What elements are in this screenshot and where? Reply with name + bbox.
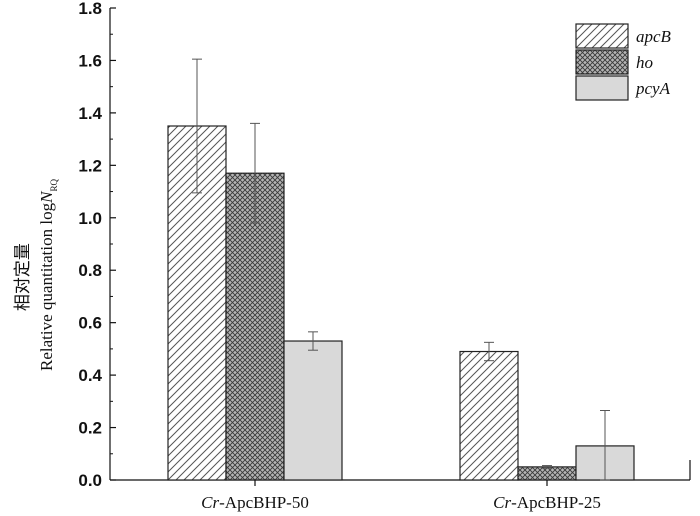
y-tick-label: 1.6 bbox=[78, 51, 102, 70]
y-axis-label-en: Relative quantitation logNRQ bbox=[37, 179, 59, 371]
y-axis-label-cn: 相对定量 bbox=[13, 243, 32, 311]
x-category-label: Cr-ApcBHP-50 bbox=[201, 493, 309, 512]
y-tick-label: 1.8 bbox=[78, 0, 102, 18]
bar-ho-0 bbox=[225, 172, 285, 481]
legend-label-apcB: apcB bbox=[636, 27, 672, 46]
bar-ho-1 bbox=[517, 466, 577, 481]
y-tick-label: 0.8 bbox=[78, 261, 102, 280]
legend-swatch-pcyA bbox=[575, 75, 629, 101]
legend-label-ho: ho bbox=[636, 53, 653, 72]
y-tick-label: 1.2 bbox=[78, 156, 102, 175]
bar-apcB-1 bbox=[459, 350, 519, 481]
legend: apcB ho pcyA bbox=[575, 23, 672, 101]
y-tick-label: 0.0 bbox=[78, 471, 102, 490]
y-tick-label: 0.4 bbox=[78, 366, 102, 385]
y-axis-label: 相对定量 Relative quantitation logNRQ bbox=[13, 179, 59, 371]
legend-swatch-ho bbox=[575, 49, 629, 75]
y-tick-label: 1.4 bbox=[78, 104, 102, 123]
legend-label-pcyA: pcyA bbox=[635, 79, 671, 98]
y-tick-label: 0.6 bbox=[78, 314, 102, 333]
plot-area: 0.0 0.2 0.4 0.6 0.8 1.0 1.2 1.4 1.6 1.8 Cr-ApcBHP-… bbox=[78, 0, 691, 512]
bar-pcyA-0 bbox=[283, 340, 343, 481]
legend-swatch-apcB bbox=[575, 23, 629, 49]
y-tick-label: 0.2 bbox=[78, 419, 102, 438]
y-tick-label: 1.0 bbox=[78, 209, 102, 228]
x-category-label: Cr-ApcBHP-25 bbox=[493, 493, 601, 512]
